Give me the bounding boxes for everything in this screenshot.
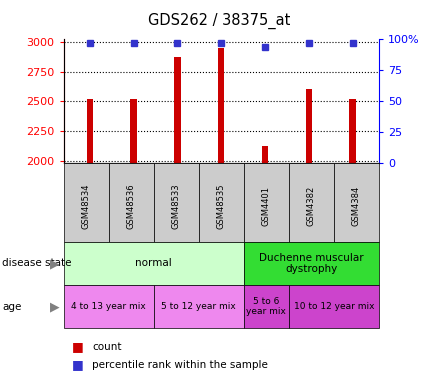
Text: age: age xyxy=(2,302,21,312)
Text: GSM48534: GSM48534 xyxy=(81,183,91,229)
Text: count: count xyxy=(92,342,121,352)
Text: normal: normal xyxy=(135,258,172,268)
Text: ▶: ▶ xyxy=(50,257,60,270)
Bar xyxy=(262,146,268,163)
Text: 5 to 6
year mix: 5 to 6 year mix xyxy=(246,297,286,316)
Text: ▶: ▶ xyxy=(50,300,60,313)
Text: GSM48536: GSM48536 xyxy=(127,183,136,229)
Text: disease state: disease state xyxy=(2,258,72,268)
Bar xyxy=(218,48,224,163)
Bar xyxy=(305,89,312,163)
Text: GSM4384: GSM4384 xyxy=(352,186,361,226)
Text: GDS262 / 38375_at: GDS262 / 38375_at xyxy=(148,12,290,29)
Text: 5 to 12 year mix: 5 to 12 year mix xyxy=(161,302,236,311)
Bar xyxy=(86,99,93,163)
Text: ■: ■ xyxy=(72,358,84,371)
Text: 4 to 13 year mix: 4 to 13 year mix xyxy=(71,302,146,311)
Text: GSM4382: GSM4382 xyxy=(307,186,316,226)
Text: 10 to 12 year mix: 10 to 12 year mix xyxy=(293,302,374,311)
Bar xyxy=(174,57,180,163)
Text: GSM48533: GSM48533 xyxy=(172,183,180,229)
Bar xyxy=(131,99,137,163)
Text: percentile rank within the sample: percentile rank within the sample xyxy=(92,360,268,369)
Text: Duchenne muscular
dystrophy: Duchenne muscular dystrophy xyxy=(259,253,364,274)
Bar xyxy=(350,99,356,163)
Text: GSM48535: GSM48535 xyxy=(217,183,226,229)
Text: GSM4401: GSM4401 xyxy=(262,186,271,226)
Text: ■: ■ xyxy=(72,340,84,353)
